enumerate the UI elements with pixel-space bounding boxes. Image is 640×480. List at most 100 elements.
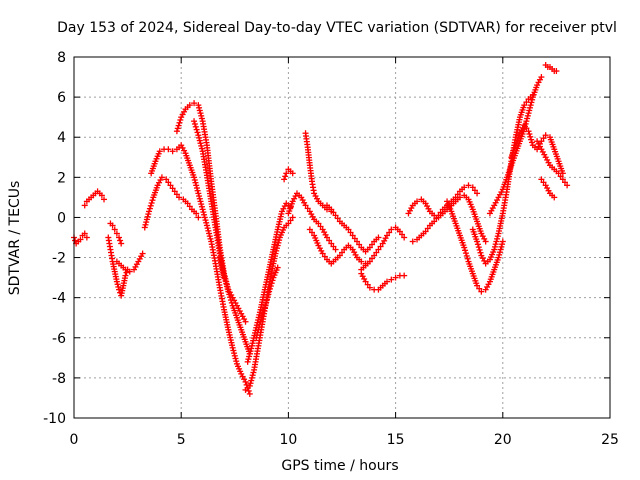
data-point <box>289 214 296 221</box>
data-point <box>165 179 172 186</box>
data-point <box>255 326 262 333</box>
data-point <box>369 255 376 262</box>
data-point <box>163 176 170 183</box>
data-point <box>196 193 203 200</box>
x-axis-title: GPS time / hours <box>281 458 398 474</box>
data-point <box>555 170 562 177</box>
data-point <box>553 68 560 75</box>
data-point <box>274 242 281 249</box>
data-point <box>540 135 547 142</box>
data-point <box>247 348 254 355</box>
data-point <box>224 285 231 292</box>
data-point <box>173 128 180 135</box>
data-point <box>196 134 203 141</box>
data-point <box>266 288 273 295</box>
data-point <box>362 278 369 285</box>
data-point <box>194 187 201 194</box>
data-point <box>528 136 535 143</box>
data-point <box>264 293 271 300</box>
data-point <box>146 205 153 212</box>
data-point <box>409 238 416 245</box>
data-point <box>196 137 203 144</box>
data-point <box>204 225 211 232</box>
data-point <box>249 372 256 379</box>
data-point <box>422 228 429 235</box>
data-point <box>281 176 288 183</box>
data-point <box>433 215 440 222</box>
data-point <box>198 145 205 152</box>
data-point <box>475 244 482 251</box>
data-point <box>358 258 365 265</box>
data-point <box>268 280 275 287</box>
data-point <box>186 203 193 210</box>
data-point <box>375 246 382 253</box>
y-tick-label: -6 <box>52 331 66 347</box>
y-tick-label: 2 <box>57 170 66 186</box>
data-point <box>496 249 503 256</box>
data-point <box>253 334 260 341</box>
data-point <box>242 318 249 325</box>
data-point <box>326 237 333 244</box>
y-tick-label: -8 <box>52 371 66 387</box>
data-point <box>285 220 292 227</box>
data-point <box>323 234 330 241</box>
data-point <box>461 244 468 251</box>
data-point <box>551 194 558 201</box>
data-point <box>275 239 282 246</box>
data-point <box>463 252 470 259</box>
data-point <box>477 249 484 256</box>
data-point <box>248 345 255 352</box>
data-point <box>222 277 229 284</box>
data-point <box>244 358 251 365</box>
data-point <box>205 227 212 234</box>
y-tick-label: 6 <box>57 90 66 106</box>
data-point <box>165 146 172 153</box>
data-point <box>118 240 125 247</box>
data-point <box>282 173 289 180</box>
data-point <box>196 195 203 202</box>
data-point <box>464 255 471 262</box>
data-point <box>392 274 399 281</box>
data-point <box>250 369 257 376</box>
data-point <box>245 387 252 394</box>
data-point <box>98 192 105 199</box>
data-point <box>192 123 199 130</box>
data-point <box>521 102 528 109</box>
data-point <box>194 129 201 136</box>
data-point <box>201 214 208 221</box>
data-point <box>202 217 209 224</box>
data-point <box>559 176 566 183</box>
data-point <box>197 198 204 205</box>
data-point <box>149 197 156 204</box>
data-point <box>248 374 255 381</box>
data-point <box>256 324 263 331</box>
data-point <box>77 236 84 243</box>
data-point <box>195 214 202 221</box>
data-point <box>223 283 230 290</box>
data-point <box>538 176 545 183</box>
data-point <box>169 148 176 155</box>
data-point <box>200 209 207 216</box>
data-point <box>328 240 335 247</box>
data-point <box>139 250 146 257</box>
data-point <box>195 190 202 197</box>
data-point <box>193 185 200 192</box>
data-point <box>351 235 358 242</box>
data-point <box>523 118 530 125</box>
x-tick-label: 5 <box>177 432 186 448</box>
data-point <box>478 288 485 295</box>
data-point <box>192 179 199 186</box>
data-point <box>287 217 294 224</box>
data-point <box>101 196 108 203</box>
data-point <box>435 212 442 219</box>
data-point <box>524 115 531 122</box>
data-point <box>173 191 180 198</box>
x-tick-label: 15 <box>387 432 405 448</box>
data-point <box>273 247 280 254</box>
data-point <box>116 286 123 293</box>
data-point <box>191 118 198 125</box>
data-point <box>259 313 266 320</box>
data-point <box>195 102 202 109</box>
data-point <box>347 229 354 236</box>
data-point <box>83 234 90 241</box>
